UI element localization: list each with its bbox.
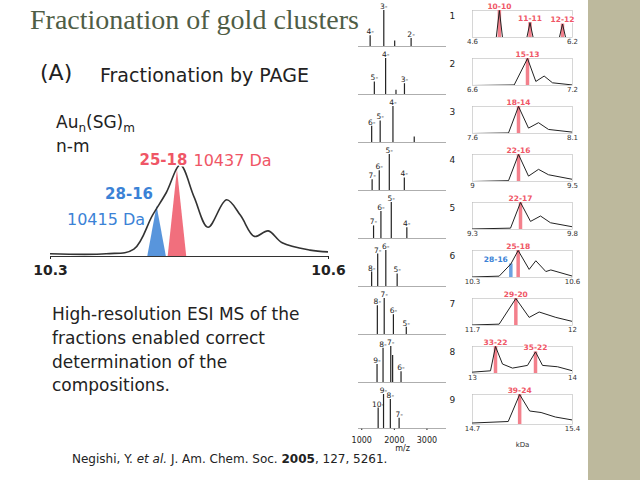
svg-text:7.2: 7.2 xyxy=(567,86,578,94)
svg-text:kDa: kDa xyxy=(516,441,530,449)
svg-text:4-: 4- xyxy=(366,27,374,36)
svg-text:6-: 6- xyxy=(376,162,384,171)
svg-text:1000: 1000 xyxy=(352,436,372,445)
svg-text:10.3: 10.3 xyxy=(465,278,481,286)
svg-text:33-22: 33-22 xyxy=(484,338,508,347)
svg-text:18-14: 18-14 xyxy=(507,98,531,107)
svg-text:10.3: 10.3 xyxy=(33,262,68,278)
svg-text:3-: 3- xyxy=(401,75,409,84)
svg-text:7-: 7- xyxy=(387,338,395,347)
svg-text:22-16: 22-16 xyxy=(507,146,531,155)
svg-text:3-: 3- xyxy=(380,2,388,11)
svg-text:29-20: 29-20 xyxy=(504,290,528,299)
svg-text:10-10: 10-10 xyxy=(487,2,511,11)
svg-text:9.3: 9.3 xyxy=(467,230,478,238)
svg-text:4-: 4- xyxy=(403,219,411,228)
svg-text:2-: 2- xyxy=(407,30,415,39)
svg-text:25-18: 25-18 xyxy=(506,242,530,251)
svg-text:5-: 5- xyxy=(403,319,411,328)
html-text:n-m: n-m xyxy=(56,136,90,156)
svg-text:2: 2 xyxy=(450,59,456,69)
svg-text:9-: 9- xyxy=(379,385,388,395)
svg-text:7-: 7- xyxy=(374,246,382,255)
svg-text:15-13: 15-13 xyxy=(516,50,540,59)
svg-text:10.6: 10.6 xyxy=(311,262,346,278)
svg-text:6.6: 6.6 xyxy=(467,86,479,94)
svg-text:7-: 7- xyxy=(395,410,403,419)
svg-text:11-11: 11-11 xyxy=(518,14,542,23)
svg-text:8-: 8- xyxy=(387,391,395,400)
svg-text:9-: 9- xyxy=(373,356,381,365)
svg-text:7-: 7- xyxy=(380,290,388,299)
svg-text:8: 8 xyxy=(450,347,456,357)
svg-text:5-: 5- xyxy=(371,73,379,82)
svg-text:6-: 6- xyxy=(390,306,398,315)
svg-text:4.6: 4.6 xyxy=(467,38,479,46)
html-text:Fractionation by PAGE: Fractionation by PAGE xyxy=(100,64,309,86)
svg-text:4-: 4- xyxy=(382,50,390,59)
svg-text:10415 Da: 10415 Da xyxy=(67,210,145,229)
svg-text:6-: 6- xyxy=(397,363,405,372)
svg-text:8-: 8- xyxy=(379,340,387,349)
svg-text:10437 Da: 10437 Da xyxy=(193,151,271,170)
svg-text:5-: 5- xyxy=(386,146,394,155)
svg-text:28-16: 28-16 xyxy=(484,255,508,264)
svg-text:10-: 10- xyxy=(372,400,385,409)
svg-text:1: 1 xyxy=(450,11,456,21)
svg-text:7.6: 7.6 xyxy=(467,134,479,142)
svg-text:39-24: 39-24 xyxy=(508,386,532,395)
svg-text:4-: 4- xyxy=(389,98,397,107)
svg-text:2000: 2000 xyxy=(384,436,405,446)
svg-text:7: 7 xyxy=(450,299,456,309)
html-text:Negishi, Y. et al. J. Am. Chem: Negishi, Y. et al. J. Am. Chem. Soc. 200… xyxy=(72,452,388,466)
svg-text:3: 3 xyxy=(450,107,456,117)
svg-text:25-18: 25-18 xyxy=(139,151,187,169)
svg-text:15.4: 15.4 xyxy=(565,425,581,433)
svg-text:9: 9 xyxy=(470,182,474,190)
svg-text:6.2: 6.2 xyxy=(567,38,578,46)
svg-text:35-22: 35-22 xyxy=(524,343,548,352)
html-text:High-resolution ESI MS of the: High-resolution ESI MS of the fractions … xyxy=(52,304,300,396)
svg-text:8-: 8- xyxy=(373,297,382,307)
svg-text:5-: 5- xyxy=(376,112,384,121)
html-text:(A): (A) xyxy=(40,60,73,85)
svg-text:7-: 7- xyxy=(368,171,376,180)
svg-text:11.7: 11.7 xyxy=(465,326,481,334)
svg-text:8-: 8- xyxy=(368,264,376,273)
svg-text:6-: 6- xyxy=(377,203,385,212)
svg-text:6: 6 xyxy=(450,251,456,261)
svg-text:12: 12 xyxy=(568,326,577,334)
svg-text:8.1: 8.1 xyxy=(567,134,578,142)
svg-text:5: 5 xyxy=(450,203,456,213)
html-text:Fractionation of gold clusters: Fractionation of gold clusters xyxy=(30,4,359,35)
svg-text:5-: 5- xyxy=(393,265,401,274)
svg-text:4: 4 xyxy=(450,155,456,165)
svg-text:13: 13 xyxy=(468,374,477,382)
svg-text:5-: 5- xyxy=(388,194,396,203)
svg-text:6-: 6- xyxy=(368,118,376,127)
svg-text:6-: 6- xyxy=(382,242,390,251)
svg-text:9.5: 9.5 xyxy=(567,182,578,190)
svg-text:22-17: 22-17 xyxy=(509,194,533,203)
svg-text:12-12: 12-12 xyxy=(551,15,575,24)
svg-text:28-16: 28-16 xyxy=(105,185,153,203)
svg-text:m/z: m/z xyxy=(395,444,410,453)
svg-text:4-: 4- xyxy=(401,169,409,178)
html-text:Aun(SG)m: Aun(SG)m xyxy=(56,112,135,136)
svg-text:14: 14 xyxy=(568,374,577,382)
svg-text:9: 9 xyxy=(450,395,456,405)
svg-text:3000: 3000 xyxy=(417,436,437,445)
svg-text:14.7: 14.7 xyxy=(465,425,481,433)
svg-text:9.8: 9.8 xyxy=(567,230,578,238)
svg-text:7-: 7- xyxy=(370,217,378,226)
svg-text:10.6: 10.6 xyxy=(565,278,581,286)
